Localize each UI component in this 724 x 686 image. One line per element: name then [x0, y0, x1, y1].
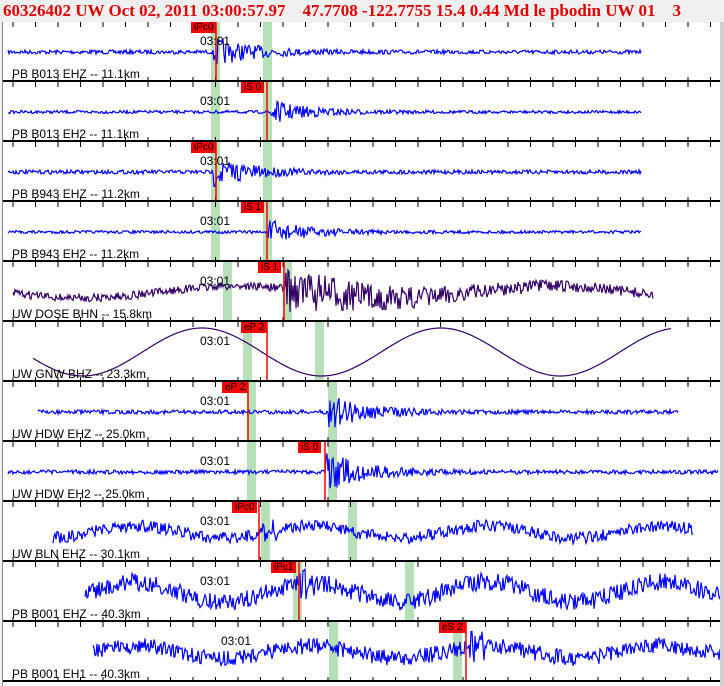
channel-panel[interactable]: 03:01 iPc0 UW BLN EHZ -- 30.1km — [3, 502, 721, 562]
channel-label: PB B943 EH2 -- 11.2km — [12, 247, 140, 261]
pick-window — [405, 562, 414, 622]
pick-window — [243, 322, 252, 382]
time-label: 03:01 — [200, 334, 231, 348]
waveform — [3, 22, 721, 82]
pick-window — [223, 262, 232, 322]
channel-panel[interactable]: 03:01 iS 1 PB B943 EH2 -- 11.2km — [3, 202, 721, 262]
seismic-trace — [92, 630, 721, 668]
channel-label: UW HDW EHZ -- 25.0km — [12, 427, 146, 441]
event-header: 60326402 UW Oct 02, 2011 03:00:57.97 47.… — [0, 0, 724, 22]
phase-pick-label[interactable]: iPc0 — [232, 502, 258, 513]
channel-label: PB B013 EH2 -- 11.1km — [12, 127, 140, 141]
waveform — [3, 322, 721, 382]
seismic-trace — [7, 100, 642, 122]
channel-panel[interactable]: 03:01 eP 2 UW HDW EHZ -- 25.0km — [3, 382, 721, 442]
phase-pick-label[interactable]: iS 0 — [298, 442, 322, 453]
channel-label: UW GNW BHZ -- 23.3km — [12, 367, 146, 381]
channel-panel[interactable]: 03:01 iS 0 UW HDW EH2 -- 25.0km — [3, 442, 721, 502]
waveform — [3, 382, 721, 442]
channel-panel[interactable]: 03:01 iPc0 PB B013 EHZ -- 11.1km — [3, 22, 721, 82]
time-label: 03:01 — [200, 34, 231, 48]
pick-window — [329, 622, 338, 682]
channel-panel[interactable]: 03:01 eS 2 PB B001 EH1 -- 40.3km — [3, 622, 721, 682]
time-label: 03:01 — [200, 154, 231, 168]
waveform — [3, 202, 721, 262]
channel-label: PB B013 EHZ -- 11.1km — [12, 67, 140, 81]
time-label: 03:01 — [200, 214, 231, 228]
channel-label: UW DOSE BHN -- 15.8km — [12, 307, 153, 321]
channel-label: UW BLN EHZ -- 30.1km — [12, 547, 141, 561]
seismic-trace — [7, 37, 642, 64]
phase-pick-label[interactable]: iS 0 — [241, 82, 265, 93]
scrollbar[interactable] — [720, 22, 724, 686]
phase-pick-label[interactable]: eP 2 — [222, 382, 249, 393]
pick-window — [263, 22, 272, 82]
seismic-trace — [7, 453, 719, 489]
time-label: 03:01 — [200, 514, 231, 528]
phase-pick-label[interactable]: iPc0 — [191, 142, 217, 153]
channel-panel[interactable]: 03:01 eP 2 UW GNW BHZ -- 23.3km — [3, 322, 721, 382]
channel-panel[interactable]: 03:01 iPc1 PB B001 EHZ -- 40.3km — [3, 562, 721, 622]
waveform — [3, 562, 721, 622]
channel-panel[interactable]: 03:01 iPc0 PB B943 EHZ -- 11.2km — [3, 142, 721, 202]
phase-pick-label[interactable]: eS 2 — [439, 622, 466, 633]
waveform — [3, 502, 721, 562]
phase-pick-label[interactable]: iPc1 — [271, 562, 297, 573]
phase-pick-label[interactable]: iPc0 — [191, 22, 217, 33]
channel-label: UW HDW EH2 -- 25.0km — [12, 487, 145, 501]
pick-window — [247, 382, 256, 442]
channel-label: PB B001 EHZ -- 40.3km — [12, 607, 141, 621]
seismic-trace — [7, 218, 642, 240]
time-label: 03:01 — [200, 574, 231, 588]
phase-pick-label[interactable]: iS 1 — [258, 262, 282, 273]
channel-label: PB B943 EHZ -- 11.2km — [12, 187, 140, 201]
seismic-trace — [84, 567, 721, 612]
time-label: 03:01 — [200, 274, 231, 288]
phase-pick-label[interactable]: eP 2 — [241, 322, 268, 333]
phase-pick-label[interactable]: iS 1 — [241, 202, 265, 213]
pick-window — [315, 322, 324, 382]
channel-panel[interactable]: 03:01 iS 1 UW DOSE BHN -- 15.8km — [3, 262, 721, 322]
time-label: 03:01 — [200, 394, 231, 408]
time-label: 03:01 — [221, 634, 252, 648]
seismic-trace — [12, 268, 654, 312]
waveform — [3, 82, 721, 142]
waveform — [3, 622, 721, 682]
time-label: 03:01 — [200, 454, 231, 468]
seismic-trace — [7, 162, 642, 188]
pick-window — [293, 562, 302, 622]
seismic-trace — [37, 397, 679, 428]
time-label: 03:01 — [200, 94, 231, 108]
waveform — [3, 262, 721, 322]
channel-panel[interactable]: 03:01 iS 0 PB B013 EH2 -- 11.1km — [3, 82, 721, 142]
waveform — [3, 442, 721, 502]
seismic-trace — [52, 518, 694, 547]
channel-label: PB B001 EH1 -- 40.3km — [12, 667, 141, 681]
pick-window — [328, 442, 337, 502]
waveform — [3, 142, 721, 202]
pick-window — [261, 502, 270, 562]
seismic-trace — [32, 327, 672, 377]
